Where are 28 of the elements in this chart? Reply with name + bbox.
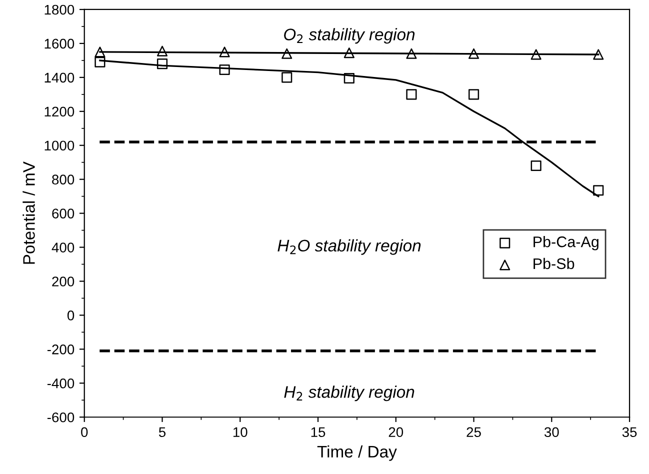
y-tick-label: 1600 [44,38,74,49]
legend-label: Pb-Sb [534,258,574,270]
x-tick-label: 30 [544,427,559,438]
x-axis-title: Time / Day [317,445,397,461]
y-tick-label: 200 [52,276,74,286]
x-tick-label: 15 [311,427,326,438]
x-tick-label: 20 [388,427,404,438]
x-tick-label: 25 [466,427,481,438]
annotation: H$_{2}$ stability region [284,386,414,402]
annotation: H$_{2}$O stability region [278,239,421,255]
y-tick-label: 400 [52,242,74,252]
y-tick-label: 600 [52,208,74,218]
x-tick-label: 35 [622,427,637,438]
y-tick-label: 1000 [44,140,74,151]
y-tick-label: -600 [47,412,74,422]
y-tick-label: 1400 [44,72,74,83]
y-tick-label: -200 [47,344,74,354]
y-tick-label: 800 [52,174,74,184]
annotation: O$_{2}$ stability region [284,28,415,44]
x-tick-label: 0 [81,427,88,438]
x-tick-label: 5 [158,427,166,438]
x-tick-label: 10 [233,427,248,438]
y-tick-label: 1200 [44,106,74,117]
legend-label: Pb-Ca-Ag [534,236,598,250]
y-tick-label: -400 [47,378,74,388]
y-tick-label: 1800 [44,4,74,15]
y-axis-title: Potential / mV [22,161,35,264]
y-tick-label: 0 [67,310,74,320]
